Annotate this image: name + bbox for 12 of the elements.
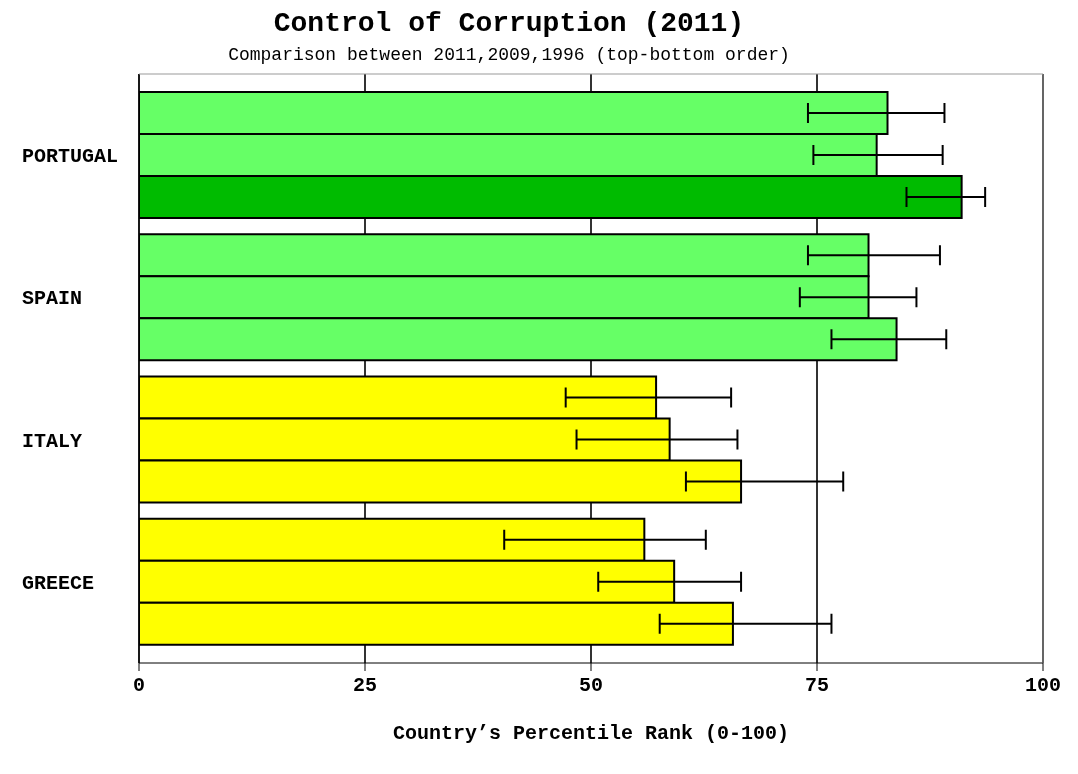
- x-axis-title: Country’s Percentile Rank (0-100): [392, 722, 790, 745]
- y-tick-label: SPAIN: [22, 287, 83, 311]
- chart-subtitle: Comparison between 2011,2009,1996 (top-bottom order): [227, 45, 791, 65]
- x-tick-label: 0: [132, 674, 146, 698]
- x-tick-label: 25: [352, 674, 378, 698]
- x-tick-label: 75: [804, 674, 830, 698]
- y-tick-label: GREECE: [22, 571, 95, 595]
- y-tick-label: ITALY: [22, 429, 83, 453]
- x-tick-label: 100: [1024, 674, 1062, 698]
- x-tick-label: 50: [578, 674, 604, 698]
- y-tick-label: PORTUGAL: [22, 145, 119, 169]
- chart-title: Control of Corruption (2011): [272, 8, 746, 39]
